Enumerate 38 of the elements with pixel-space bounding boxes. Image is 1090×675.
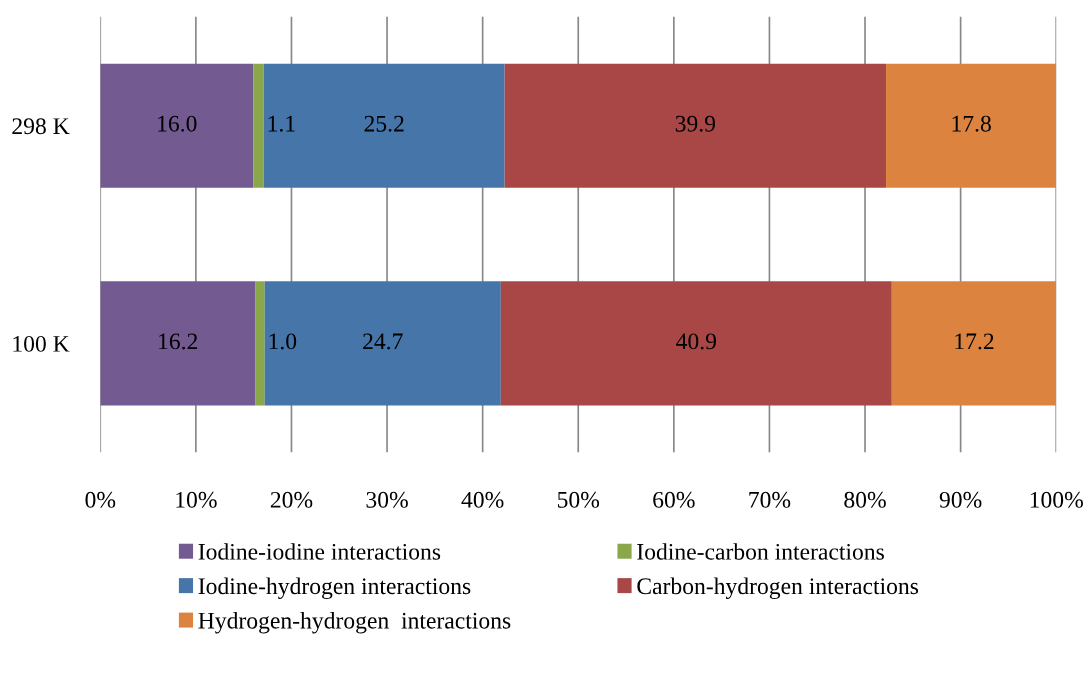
- legend-label: Carbon-hydrogen interactions: [637, 577, 919, 600]
- x-tick-label: 60%: [653, 491, 695, 508]
- x-tick-label: 80%: [844, 491, 886, 508]
- y-tick-label: 100 K: [13, 335, 70, 352]
- bar: [100, 281, 256, 406]
- data-label: 17.2: [955, 333, 994, 350]
- data-label: 24.7: [363, 333, 403, 350]
- y-tick-label: 298 K: [12, 118, 70, 135]
- data-label: 25.2: [364, 115, 404, 132]
- data-label: 1.0: [269, 333, 297, 350]
- data-label: 17.8: [952, 115, 991, 132]
- bar: [504, 63, 887, 188]
- x-tick-label: 30%: [366, 491, 408, 508]
- x-tick-label: 40%: [461, 491, 504, 508]
- legend-label: Iodine-iodine interactions: [198, 543, 441, 560]
- bar: [886, 63, 1057, 188]
- data-label: 40.9: [676, 333, 716, 350]
- data-label: 39.9: [675, 115, 716, 132]
- bar: [100, 63, 254, 188]
- data-label: 1.1: [268, 115, 295, 132]
- bar: [263, 63, 505, 188]
- x-tick-label: 70%: [749, 491, 791, 508]
- x-tick-label: 20%: [270, 491, 313, 508]
- bar: [255, 281, 265, 406]
- x-tick-label: 10%: [176, 491, 217, 508]
- x-tick-label: 0%: [85, 491, 116, 508]
- bar: [264, 281, 501, 406]
- legend-label: Iodine-carbon interactions: [637, 543, 884, 560]
- data-label: 16.0: [158, 115, 197, 132]
- bar: [500, 281, 892, 406]
- data-label: 16.2: [159, 333, 198, 350]
- legend-label: Hydrogen-hydrogen interactions: [198, 612, 511, 634]
- legend-label: Iodine-hydrogen interactions: [198, 577, 471, 600]
- x-tick-label: 50%: [557, 491, 600, 508]
- bar: [891, 281, 1057, 406]
- x-tick-label: 100%: [1030, 491, 1083, 508]
- x-tick-label: 90%: [939, 491, 982, 508]
- bar: [253, 63, 264, 188]
